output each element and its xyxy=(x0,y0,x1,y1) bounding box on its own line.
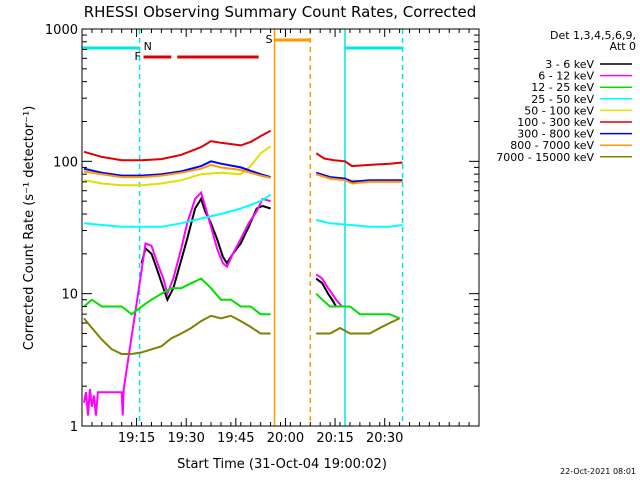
series-line xyxy=(83,163,271,179)
legend-entry-label: 7000 - 15000 keV xyxy=(496,151,594,164)
legend-entry-label: 300 - 800 keV xyxy=(517,128,594,141)
series-line xyxy=(83,129,272,162)
series-line xyxy=(83,277,271,316)
series-line xyxy=(83,190,271,416)
flag-label: N xyxy=(144,40,152,53)
x-axis-label: Start Time (31-Oct-04 19:00:02) xyxy=(177,457,387,472)
flag-label: F xyxy=(135,50,141,63)
x-tick-label: 20:00 xyxy=(267,431,304,446)
series-line xyxy=(83,160,271,179)
series-line xyxy=(315,152,403,168)
chart-title: RHESSI Observing Summary Count Rates, Co… xyxy=(84,3,477,21)
y-tick-label: 1000 xyxy=(45,23,78,38)
flag-bars: NF S xyxy=(82,33,403,63)
y-tick-label: 1 xyxy=(70,420,78,435)
legend-entry-label: 6 - 12 keV xyxy=(538,70,594,83)
legend-entry-label: 12 - 25 keV xyxy=(531,81,594,94)
legend-header: Det 1,3,4,5,6,9, xyxy=(550,29,636,42)
flag-label: S xyxy=(266,33,273,46)
x-tick-label: 20:30 xyxy=(366,431,403,446)
series-line xyxy=(315,219,403,228)
series-line xyxy=(315,171,403,183)
series-line xyxy=(316,317,401,335)
series-line xyxy=(315,292,400,320)
x-tick-label: 19:15 xyxy=(118,431,155,446)
y-axis-label: Corrected Count Rate (s⁻¹ detector⁻¹) xyxy=(22,106,37,351)
series-line xyxy=(315,273,343,308)
x-tick-label: 19:30 xyxy=(167,431,204,446)
legend-entry-label: 100 - 300 keV xyxy=(517,116,594,129)
series-line xyxy=(83,145,272,187)
axes: 19:15 19:30 19:45 20:00 20:15 20:30 1 10 100 1000 xyxy=(45,23,480,446)
legend-entry-label: 800 - 7000 keV xyxy=(510,139,594,152)
footer-date: 22-Oct-2021 08:01 xyxy=(560,467,636,476)
series-line xyxy=(140,196,271,303)
legend-entry-label: 3 - 6 keV xyxy=(545,58,594,71)
y-tick-label: 100 xyxy=(53,155,78,170)
x-tick-label: 19:45 xyxy=(217,431,254,446)
series-line xyxy=(83,193,272,228)
legend-entry-label: 25 - 50 keV xyxy=(531,93,594,106)
series-line xyxy=(315,173,403,185)
series-line xyxy=(83,314,271,355)
legend-entry-label: 50 - 100 keV xyxy=(524,104,594,117)
y-tick-label: 10 xyxy=(61,288,78,303)
series-lines xyxy=(83,129,403,416)
legend-header: Att 0 xyxy=(610,40,636,53)
x-tick-label: 20:15 xyxy=(316,431,353,446)
